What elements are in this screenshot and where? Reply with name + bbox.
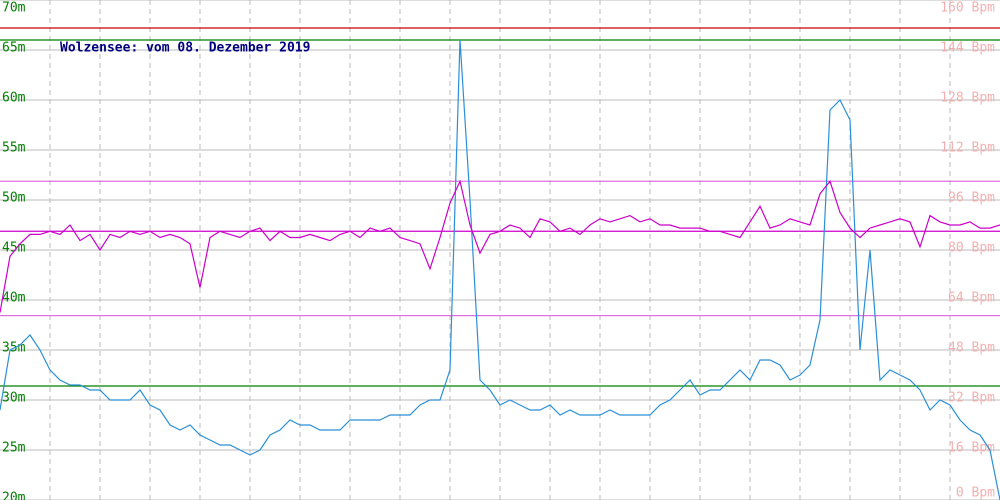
- y-tick-label: 70m: [2, 1, 26, 16]
- y-tick-label: 25m: [2, 441, 26, 456]
- y2-tick-label: 64 Bpm: [948, 291, 995, 306]
- y2-tick-label: 112 Bpm: [940, 141, 995, 156]
- data-line: [0, 179, 1000, 313]
- y2-tick-label: 0 Bpm: [956, 486, 995, 500]
- y2-tick-label: 16 Bpm: [948, 441, 995, 456]
- y-tick-label: 50m: [2, 191, 26, 206]
- y-tick-label: 65m: [2, 41, 26, 56]
- y-tick-label: 60m: [2, 91, 26, 106]
- data-line: [0, 39, 1000, 500]
- y2-tick-label: 80 Bpm: [948, 241, 995, 256]
- y2-tick-label: 48 Bpm: [948, 341, 995, 356]
- y-tick-label: 20m: [2, 491, 26, 500]
- vertical-grid: [49, 0, 951, 500]
- chart-title: Wolzensee: vom 08. Dezember 2019: [60, 41, 310, 56]
- y2-tick-label: 160 Bpm: [940, 1, 995, 16]
- y2-tick-label: 32 Bpm: [948, 391, 995, 406]
- y-tick-label: 30m: [2, 391, 26, 406]
- y2-tick-label: 128 Bpm: [940, 91, 995, 106]
- y2-tick-label: 144 Bpm: [940, 41, 995, 56]
- y-tick-label: 45m: [2, 241, 26, 256]
- y-tick-label: 55m: [2, 141, 26, 156]
- y-tick-label: 40m: [2, 291, 26, 306]
- y2-tick-label: 96 Bpm: [948, 191, 995, 206]
